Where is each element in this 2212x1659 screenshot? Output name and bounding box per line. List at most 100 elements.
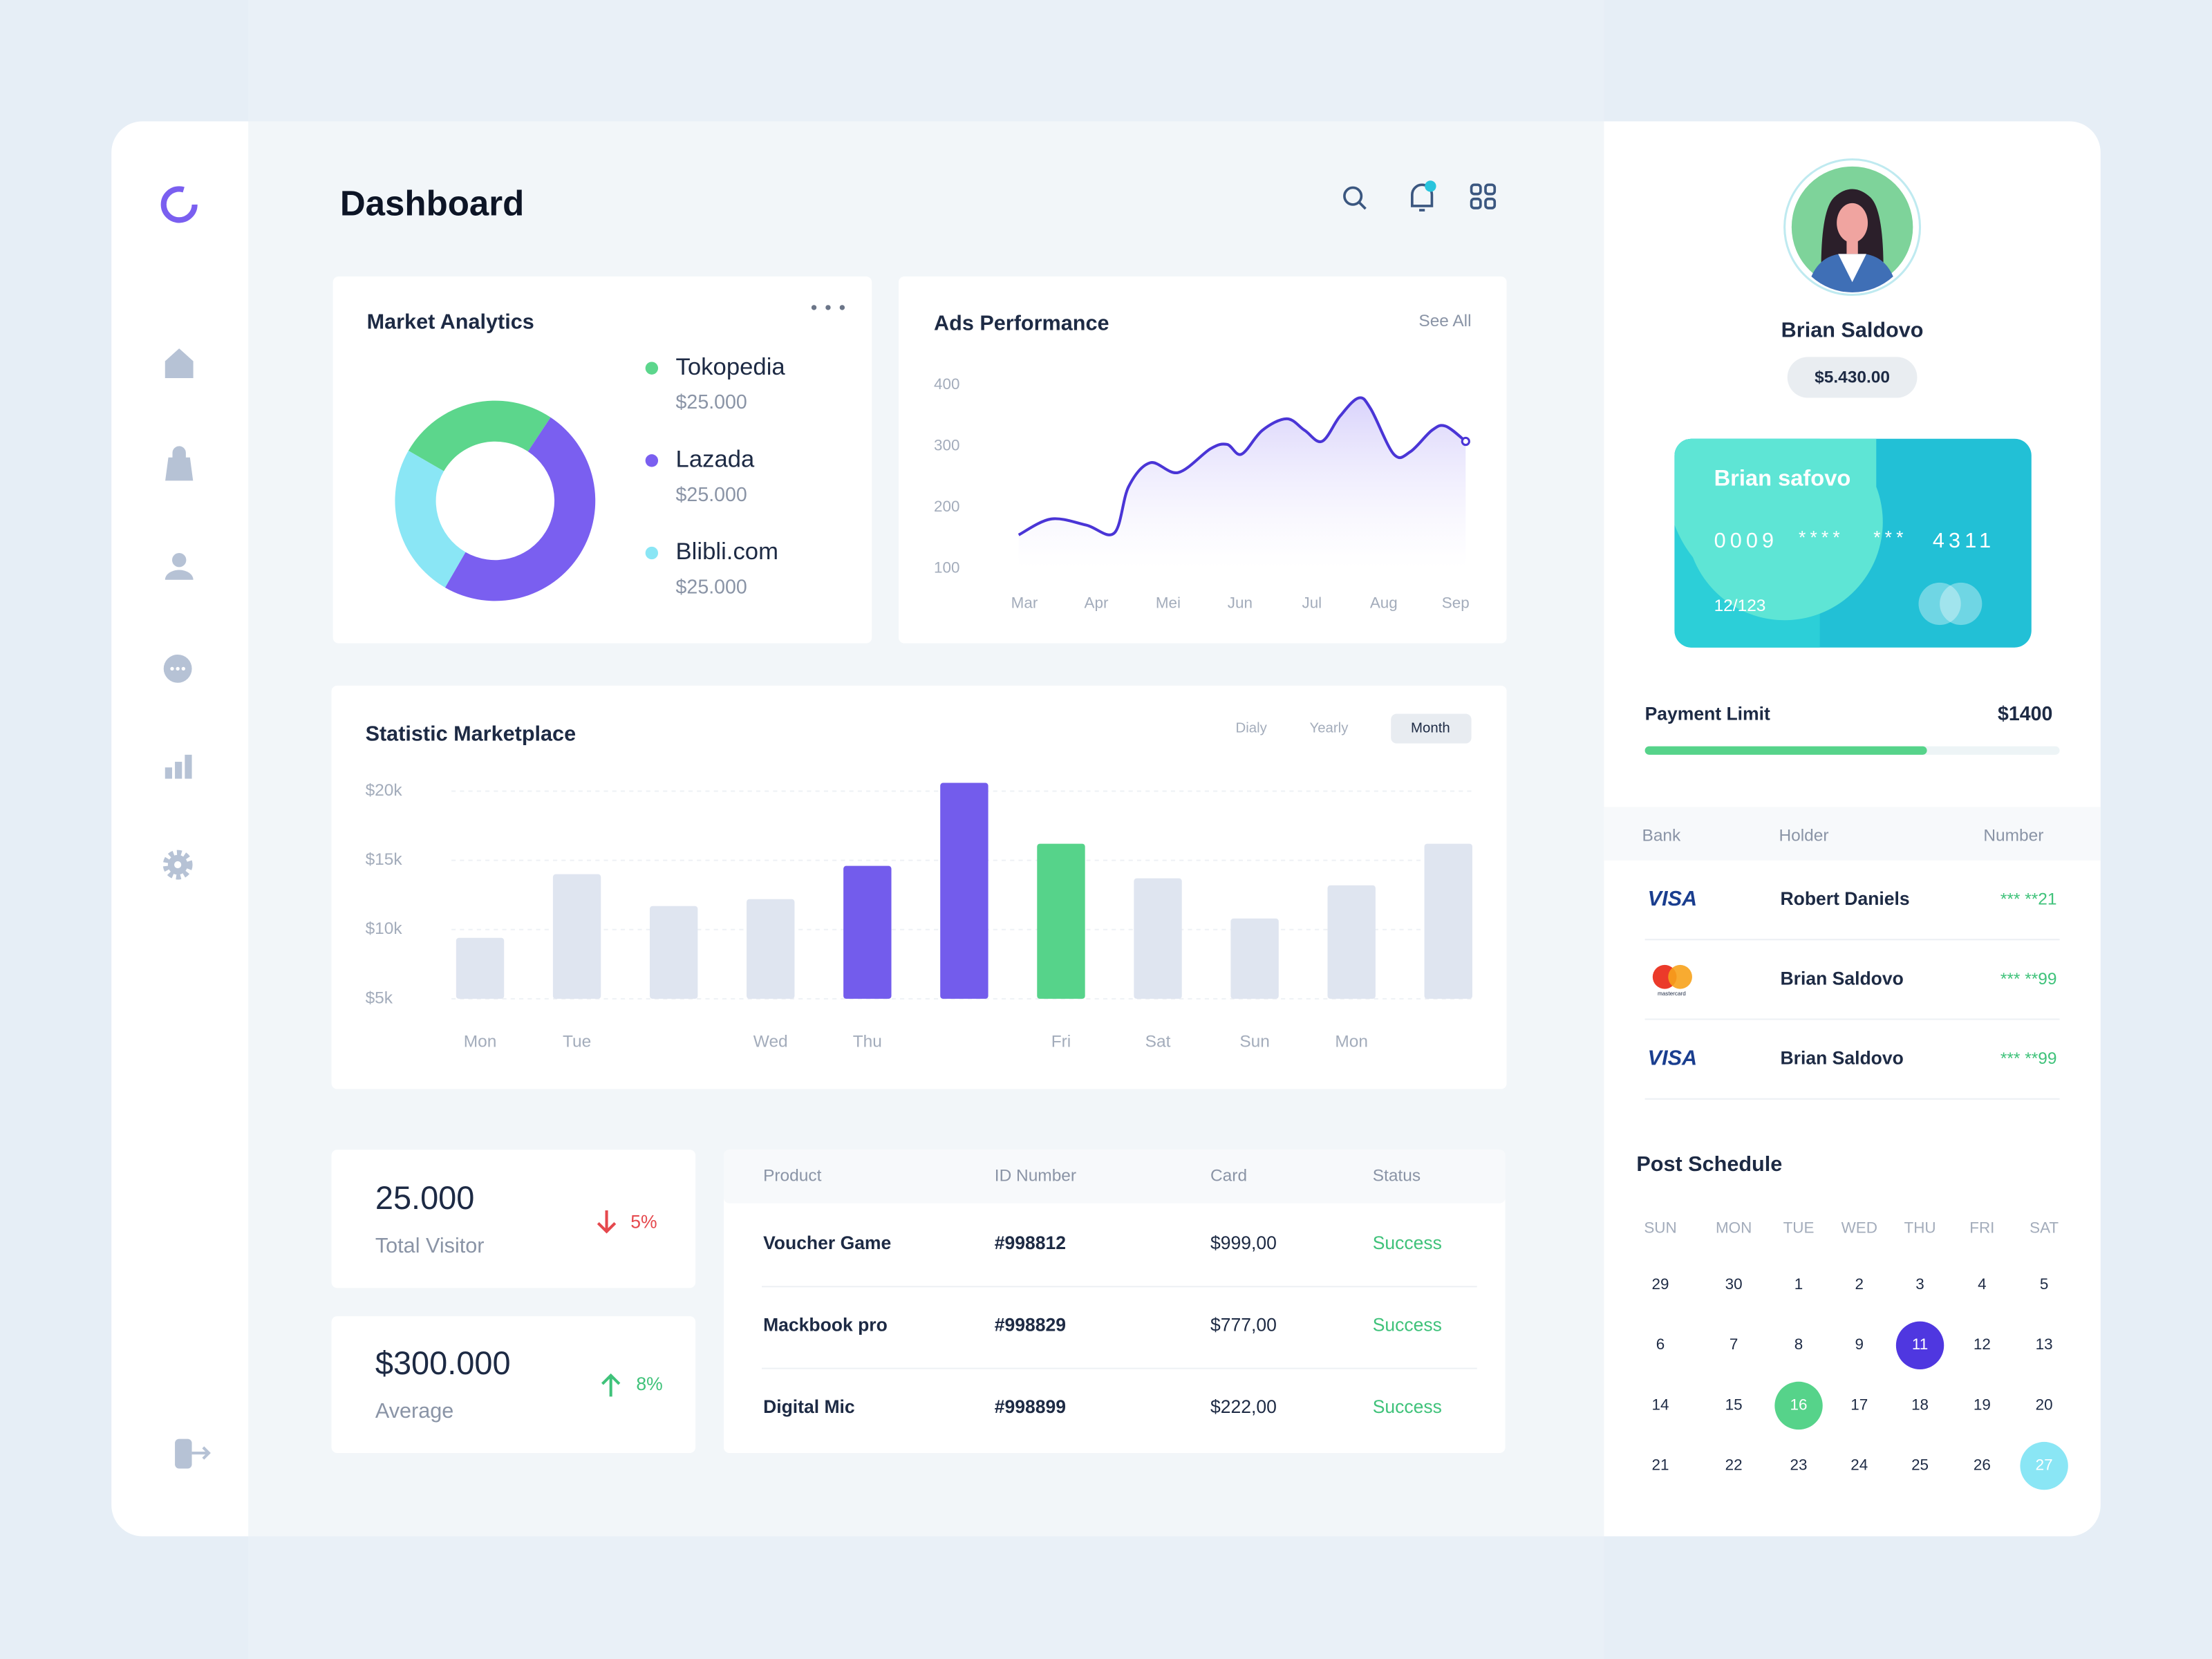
legend-label: Tokopedia [676, 354, 786, 380]
date[interactable]: 21 [1652, 1456, 1669, 1474]
x-tick-label: Jun [1228, 594, 1253, 611]
bar [843, 865, 892, 999]
period-toggle[interactable]: Yearly [1309, 720, 1349, 735]
schedule-title: Post Schedule [1636, 1152, 1782, 1176]
table-cell: Success [1373, 1314, 1442, 1335]
page-title: Dashboard [340, 183, 524, 223]
date[interactable]: 22 [1725, 1456, 1743, 1474]
date[interactable]: 12 [1974, 1335, 1991, 1353]
nav-chat[interactable] [163, 654, 192, 683]
table-cell: Mackbook pro [763, 1314, 888, 1335]
period-pill [1391, 713, 1472, 744]
nav-settings[interactable] [162, 850, 193, 880]
y-tick-label: $5k [366, 988, 393, 1007]
line-end [1461, 436, 1470, 447]
nav-shop[interactable] [165, 446, 194, 481]
date-highlight [1774, 1381, 1823, 1430]
table-cell: Voucher Game [763, 1232, 891, 1253]
date[interactable]: 19 [1974, 1396, 1991, 1413]
table-cell: Digital Mic [763, 1396, 855, 1417]
bar [1134, 878, 1182, 999]
transactions-panel [723, 1150, 1506, 1454]
date[interactable]: 3 [1915, 1275, 1924, 1293]
legend-amount: $25.000 [676, 577, 747, 599]
table-cell: $777,00 [1210, 1314, 1277, 1335]
bank-number: *** **21 [2000, 890, 2057, 909]
date[interactable]: 6 [1656, 1335, 1665, 1353]
period-toggle[interactable]: Month [1411, 720, 1450, 735]
date[interactable]: 16 [1790, 1396, 1808, 1413]
stat-arrow [597, 1210, 617, 1234]
date[interactable]: 24 [1850, 1456, 1868, 1474]
stat-card [331, 1316, 696, 1454]
date[interactable]: 9 [1855, 1335, 1864, 1353]
notification-icon[interactable] [1411, 180, 1436, 212]
date[interactable]: 23 [1790, 1456, 1808, 1474]
y-tick-label: $20k [366, 781, 403, 800]
x-tick-label: Fri [1051, 1033, 1071, 1051]
apps-icon[interactable] [1470, 183, 1497, 209]
date[interactable]: 14 [1652, 1396, 1669, 1413]
date[interactable]: 25 [1911, 1456, 1929, 1474]
x-tick-label: Mon [1335, 1033, 1368, 1051]
bar [940, 782, 988, 999]
credit-card[interactable] [1674, 438, 2032, 648]
line [1018, 396, 1467, 536]
period-toggle[interactable]: Dialy [1236, 720, 1268, 735]
date[interactable]: 17 [1850, 1396, 1868, 1413]
date[interactable]: 26 [1974, 1456, 1991, 1474]
logout[interactable] [175, 1438, 211, 1469]
date[interactable]: 27 [2036, 1456, 2053, 1474]
nav-stats[interactable] [165, 754, 192, 779]
date[interactable]: 8 [1794, 1335, 1803, 1353]
bar [649, 906, 698, 999]
balance-pill [1787, 357, 1918, 398]
card-holder: Brian safovo [1714, 465, 1851, 491]
nav-home[interactable] [165, 348, 194, 378]
table-header: Status [1373, 1167, 1421, 1185]
payment-limit-label: Payment Limit [1645, 704, 1770, 724]
x-tick-label: Aug [1370, 594, 1398, 611]
weekday: FRI [1969, 1219, 1994, 1236]
bar [456, 937, 505, 999]
bar [1327, 885, 1376, 999]
legend-amount: $25.000 [676, 391, 747, 413]
table-cell: $222,00 [1210, 1396, 1277, 1417]
stat-value: 25.000 [375, 1180, 475, 1216]
see-all[interactable]: See All [1418, 312, 1471, 330]
date[interactable]: 1 [1794, 1275, 1803, 1293]
stat-change: 5% [630, 1211, 657, 1232]
x-tick-label: Mon [464, 1033, 497, 1051]
nav-user[interactable] [165, 553, 194, 580]
weekday: SUN [1644, 1219, 1676, 1236]
stat-label: Average [375, 1399, 453, 1423]
search-icon[interactable] [1343, 186, 1367, 210]
table-header: Card [1210, 1167, 1247, 1185]
y-tick-label: 100 [934, 559, 959, 576]
logo [160, 186, 198, 223]
date[interactable]: 20 [2036, 1396, 2053, 1413]
date[interactable]: 4 [1978, 1275, 1986, 1293]
date[interactable]: 5 [2040, 1275, 2048, 1293]
x-tick-label: Mar [1011, 594, 1038, 611]
date[interactable]: 2 [1855, 1275, 1864, 1293]
date[interactable]: 13 [2036, 1335, 2053, 1353]
stat-arrow [601, 1373, 621, 1397]
date[interactable]: 15 [1725, 1396, 1743, 1413]
date[interactable]: 7 [1730, 1335, 1738, 1353]
avatar-ring [1783, 158, 1922, 297]
more-menu[interactable] [811, 305, 845, 310]
date[interactable]: 29 [1652, 1275, 1669, 1293]
date[interactable]: 11 [1912, 1335, 1928, 1353]
date[interactable]: 30 [1725, 1275, 1743, 1293]
bank-holder: Brian Saldovo [1781, 968, 1904, 988]
stat-value: $300.000 [375, 1345, 511, 1381]
profile-name: Brian Saldovo [1781, 319, 1924, 342]
card-number: **** [1799, 527, 1844, 548]
area [1018, 397, 1466, 569]
x-tick-label: Mei [1156, 594, 1181, 611]
date[interactable]: 18 [1911, 1396, 1929, 1413]
weekday: MON [1716, 1219, 1752, 1236]
